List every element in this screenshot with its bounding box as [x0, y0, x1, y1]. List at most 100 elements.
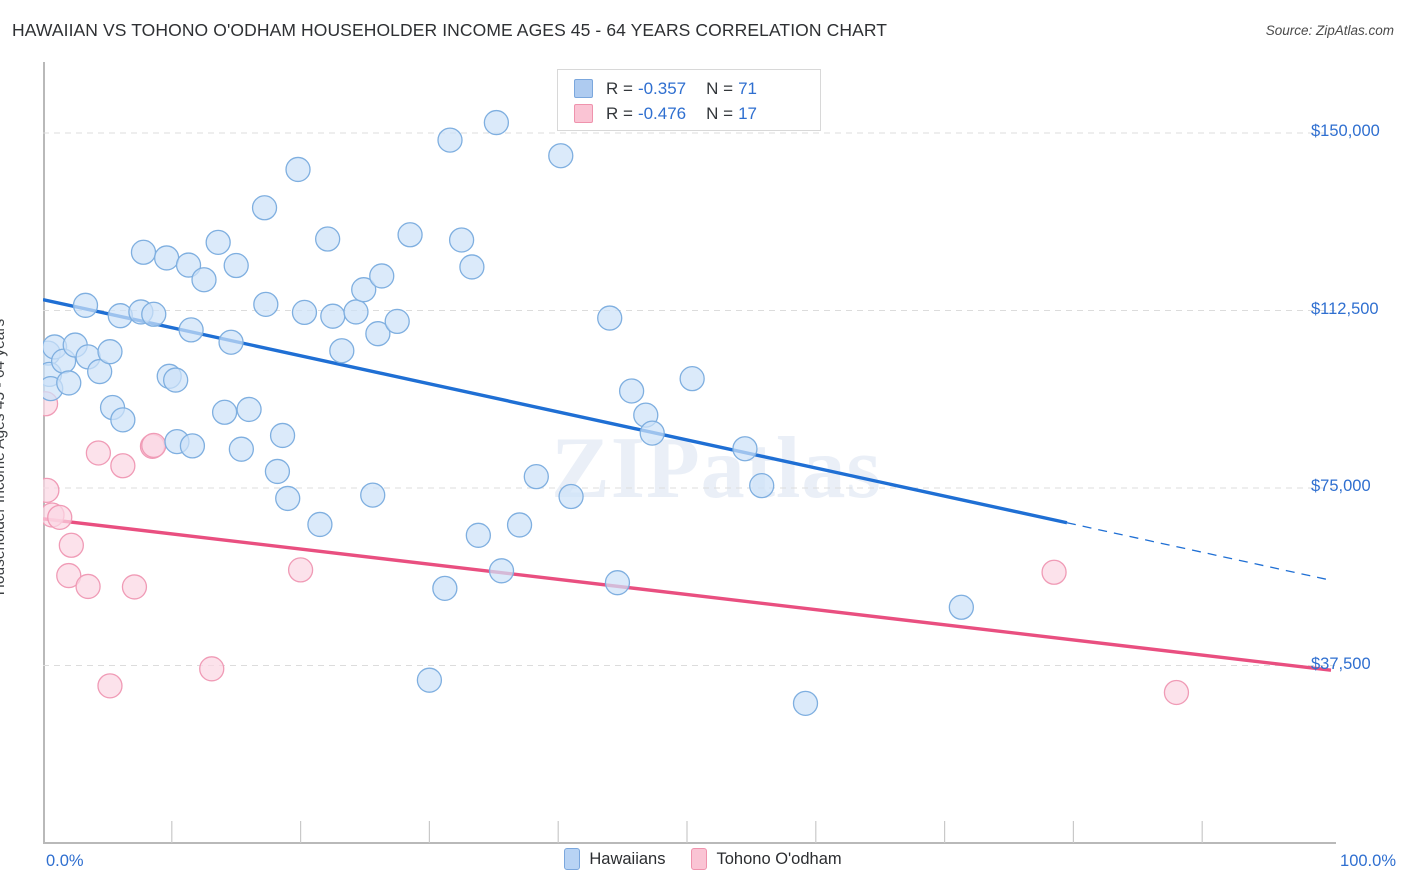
data-point — [264, 458, 291, 485]
hawaiians-legend-swatch-icon — [564, 848, 581, 870]
data-point — [107, 303, 133, 329]
plot-svg — [43, 109, 1335, 843]
data-point — [384, 308, 410, 335]
data-point — [314, 226, 341, 252]
hawaiians-swatch-icon — [574, 79, 593, 98]
data-point — [360, 482, 386, 508]
data-point — [307, 511, 333, 538]
data-point — [416, 667, 443, 693]
data-point — [1041, 559, 1067, 585]
data-point — [285, 156, 311, 183]
data-point — [178, 317, 204, 343]
n-key-hawaiians: N = — [706, 78, 734, 98]
data-point — [56, 562, 82, 589]
data-point — [483, 109, 510, 136]
data-point — [618, 378, 645, 404]
data-point — [141, 301, 167, 327]
data-point — [179, 433, 206, 459]
data-point — [749, 472, 775, 499]
data-point — [251, 195, 278, 221]
data-point — [141, 432, 167, 459]
data-point — [448, 227, 475, 253]
data-point — [432, 575, 458, 601]
trendlines — [43, 297, 1332, 672]
r-value-tohono: -0.476 — [637, 103, 687, 123]
data-point — [548, 143, 574, 169]
legend-item-tohono-odham[interactable]: Tohono O'odham — [691, 848, 842, 870]
r-value-hawaiians: -0.357 — [637, 78, 687, 98]
data-point — [1163, 679, 1190, 706]
data-point — [365, 321, 391, 347]
x-axis-max-label: 100.0% — [1340, 852, 1396, 870]
hawaiians-points — [43, 109, 974, 717]
data-point — [948, 594, 974, 620]
data-point — [506, 512, 533, 538]
data-point — [351, 277, 377, 303]
n-value-tohono: 17 — [738, 103, 757, 123]
data-point — [87, 358, 113, 385]
trendline-dashed — [1066, 522, 1332, 581]
data-point — [153, 245, 180, 271]
page-title: HAWAIIAN VS TOHONO O'ODHAM HOUSEHOLDER I… — [12, 20, 888, 40]
data-point — [465, 522, 491, 548]
trendline-solid — [43, 517, 1332, 672]
data-point — [228, 436, 255, 462]
data-point — [320, 303, 346, 329]
r-key-tohono: R = — [606, 103, 633, 123]
data-point — [191, 267, 217, 293]
plot-area — [43, 62, 1335, 843]
source-label: Source: ZipAtlas.com — [1265, 23, 1394, 38]
data-point — [732, 436, 758, 462]
y-axis-line — [43, 62, 45, 844]
data-point — [97, 673, 123, 699]
x-axis-min-label: 0.0% — [46, 852, 84, 870]
r-key-hawaiians: R = — [606, 78, 633, 98]
data-point — [236, 396, 262, 423]
data-point — [58, 532, 84, 558]
data-point — [72, 292, 99, 318]
correlation-stats-legend: R = -0.357 N = 71 R = -0.476 N = 17 — [557, 69, 821, 131]
stat-row-hawaiians: R = -0.357 N = 71 — [574, 76, 820, 101]
data-point — [253, 291, 279, 317]
data-point — [85, 440, 112, 466]
data-point — [218, 329, 244, 355]
data-point — [558, 483, 584, 510]
stat-row-tohono: R = -0.476 N = 17 — [574, 101, 820, 126]
data-point — [459, 254, 485, 280]
data-point — [121, 574, 148, 600]
data-point — [211, 399, 238, 425]
tohono-odham-points — [43, 391, 1190, 706]
tohono-swatch-icon — [574, 104, 593, 123]
data-point — [679, 366, 705, 392]
data-point — [269, 422, 296, 449]
data-point — [291, 299, 318, 326]
data-point — [223, 252, 249, 279]
x-axis-ticks — [171, 821, 1203, 843]
data-point — [639, 420, 665, 446]
legend-item-hawaiians[interactable]: Hawaiians — [564, 848, 665, 870]
gridlines — [43, 132, 1335, 666]
data-point — [343, 299, 369, 325]
trendline-solid — [43, 297, 1068, 525]
data-point — [488, 558, 515, 584]
y-tick-label-75000: $75,000 — [1311, 477, 1371, 495]
data-point — [130, 239, 157, 265]
data-point — [97, 339, 123, 365]
data-point — [110, 453, 136, 479]
data-point — [163, 367, 189, 393]
data-point — [205, 229, 231, 255]
series-legend: Hawaiians Tohono O'odham — [0, 848, 1406, 870]
y-tick-label-112500: $112,500 — [1311, 299, 1379, 318]
tohono-odham-legend-swatch-icon — [691, 848, 708, 870]
data-point — [43, 477, 60, 504]
data-point — [275, 485, 301, 512]
data-point — [437, 127, 463, 153]
data-point — [597, 305, 623, 331]
tohono-odham-legend-label: Tohono O'odham — [716, 849, 842, 868]
data-point — [287, 557, 314, 583]
data-point — [175, 252, 202, 278]
data-point — [369, 263, 395, 289]
data-point — [604, 570, 631, 596]
data-point — [110, 407, 136, 433]
